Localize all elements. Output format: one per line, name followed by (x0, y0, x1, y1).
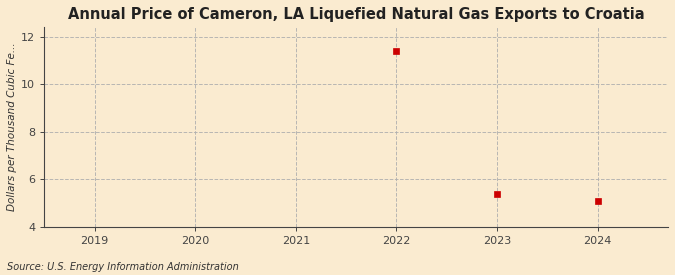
Y-axis label: Dollars per Thousand Cubic Fe...: Dollars per Thousand Cubic Fe... (7, 43, 17, 211)
Text: Source: U.S. Energy Information Administration: Source: U.S. Energy Information Administ… (7, 262, 238, 272)
Title: Annual Price of Cameron, LA Liquefied Natural Gas Exports to Croatia: Annual Price of Cameron, LA Liquefied Na… (68, 7, 645, 22)
